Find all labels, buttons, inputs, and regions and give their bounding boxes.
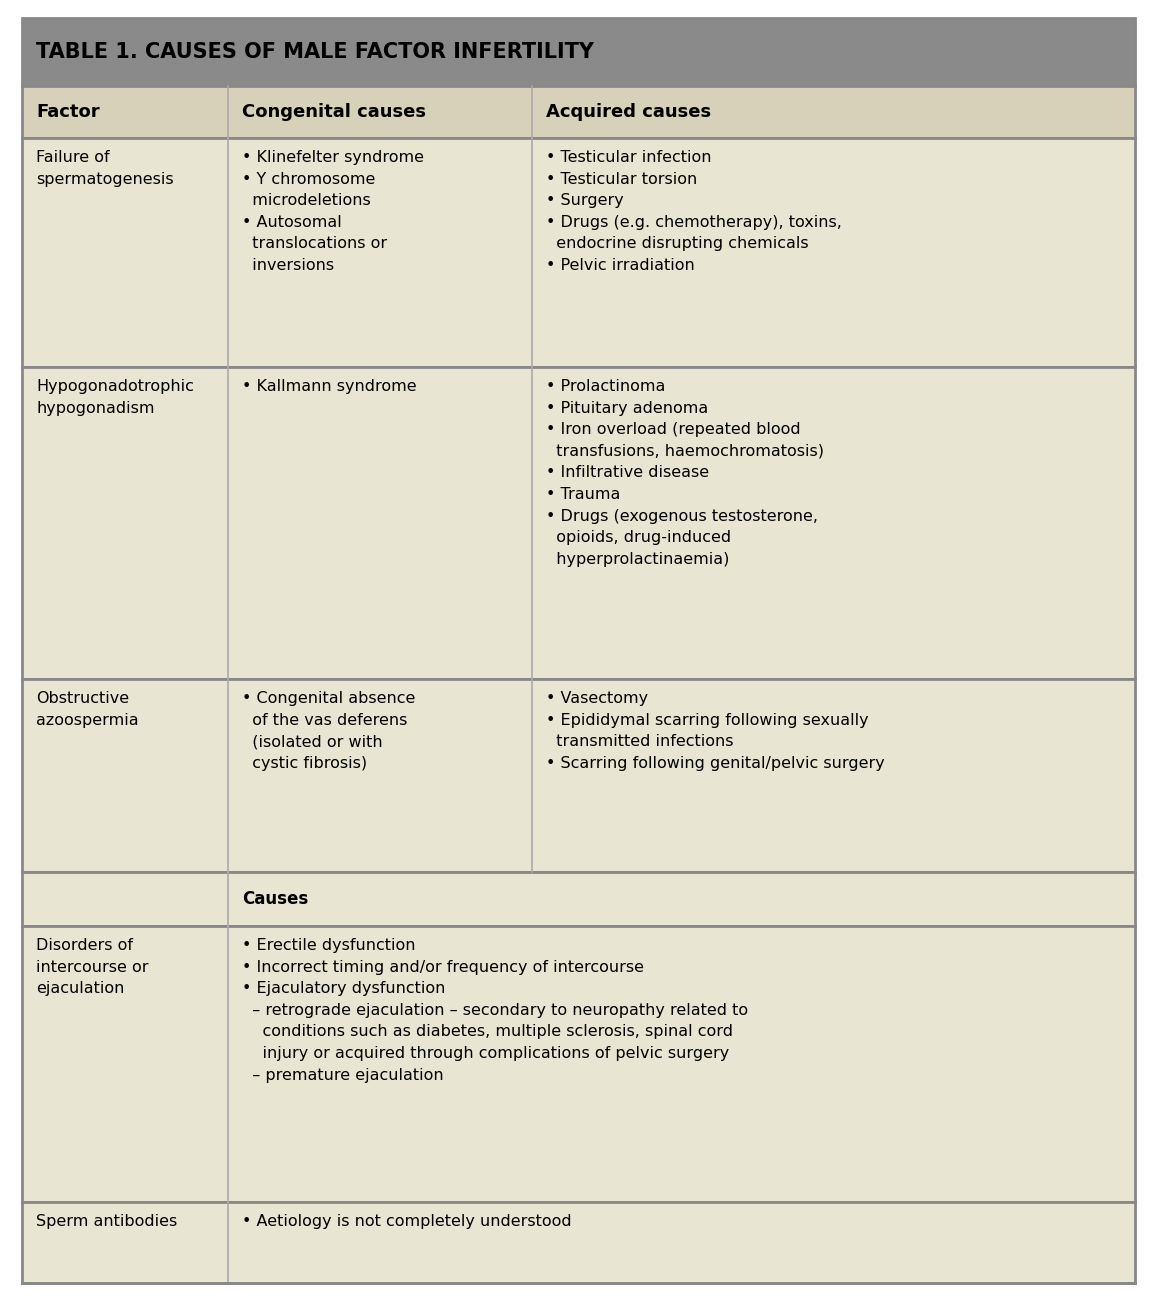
Text: Acquired causes: Acquired causes — [546, 103, 712, 121]
Bar — [22, 18, 1135, 86]
Text: • Aetiology is not completely understood: • Aetiology is not completely understood — [242, 1214, 572, 1229]
Text: • Prolactinoma
• Pituitary adenoma
• Iron overload (repeated blood
  transfusion: • Prolactinoma • Pituitary adenoma • Iro… — [546, 379, 824, 567]
Text: • Klinefelter syndrome
• Y chromosome
  microdeletions
• Autosomal
  translocati: • Klinefelter syndrome • Y chromosome mi… — [242, 150, 423, 273]
Text: Obstructive
azoospermia: Obstructive azoospermia — [36, 691, 139, 727]
Text: Causes: Causes — [242, 890, 308, 908]
Bar — [22, 872, 1135, 926]
Text: TABLE 1. CAUSES OF MALE FACTOR INFERTILITY: TABLE 1. CAUSES OF MALE FACTOR INFERTILI… — [36, 42, 594, 62]
Bar — [22, 138, 1135, 367]
Text: • Testicular infection
• Testicular torsion
• Surgery
• Drugs (e.g. chemotherapy: • Testicular infection • Testicular tors… — [546, 150, 842, 273]
Text: Failure of
spermatogenesis: Failure of spermatogenesis — [36, 150, 174, 186]
Text: Congenital causes: Congenital causes — [242, 103, 426, 121]
Text: Sperm antibodies: Sperm antibodies — [36, 1214, 177, 1229]
Text: • Vasectomy
• Epididymal scarring following sexually
  transmitted infections
• : • Vasectomy • Epididymal scarring follow… — [546, 691, 885, 771]
Bar — [22, 86, 1135, 138]
Text: • Kallmann syndrome: • Kallmann syndrome — [242, 379, 417, 394]
Text: • Erectile dysfunction
• Incorrect timing and/or frequency of intercourse
• Ejac: • Erectile dysfunction • Incorrect timin… — [242, 938, 749, 1082]
Bar — [22, 1202, 1135, 1283]
Bar — [22, 367, 1135, 679]
Text: • Congenital absence
  of the vas deferens
  (isolated or with
  cystic fibrosis: • Congenital absence of the vas deferens… — [242, 691, 415, 771]
Text: Hypogonadotrophic
hypogonadism: Hypogonadotrophic hypogonadism — [36, 379, 194, 415]
Bar — [22, 926, 1135, 1202]
Text: Factor: Factor — [36, 103, 100, 121]
Text: Disorders of
intercourse or
ejaculation: Disorders of intercourse or ejaculation — [36, 938, 148, 997]
Bar — [22, 679, 1135, 872]
